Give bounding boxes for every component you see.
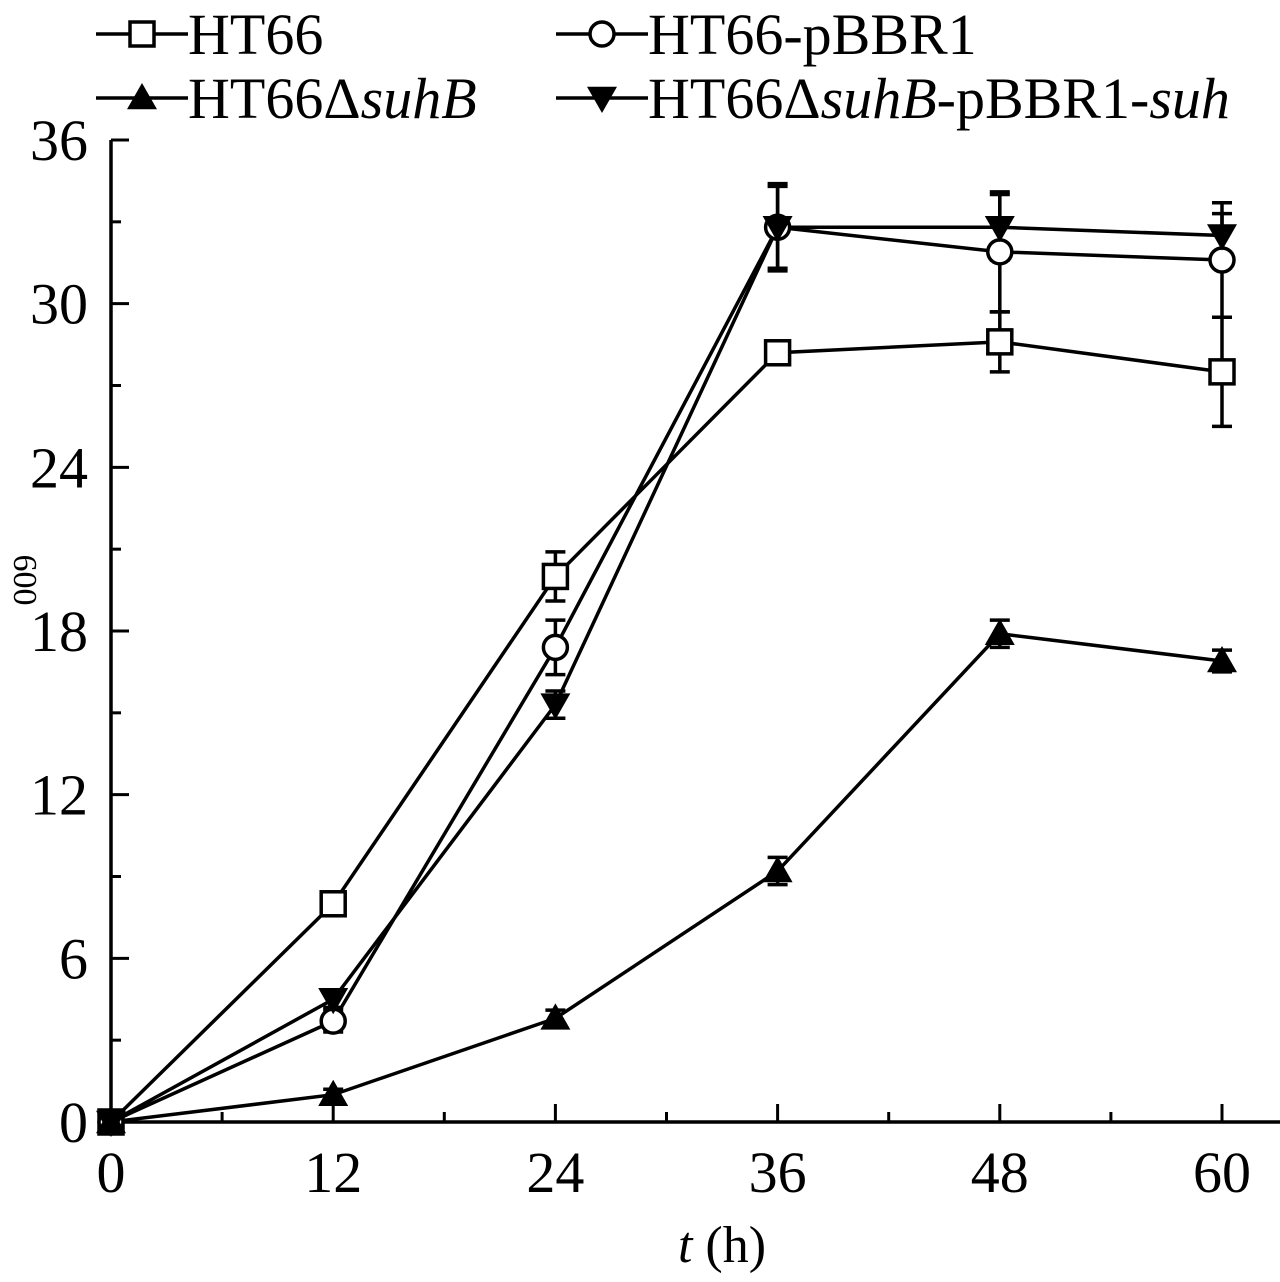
series-line-4 [110,225,1223,1124]
legend-label: HT66ΔsuhB-pBBR1-suh [648,66,1230,131]
series-line-1 [109,340,1223,1124]
data-point [1207,224,1237,251]
legend-label: HT66ΔsuhB [188,66,477,131]
x-axis-label: t (h) [678,1217,766,1274]
data-point [986,238,1014,266]
y-tick-label: 0 [59,1090,88,1155]
data-point [984,618,1015,645]
series-line-2 [110,225,1223,1124]
data-point [541,562,570,591]
y-tick-label: 12 [30,763,88,828]
x-tick-label: 12 [304,1140,362,1205]
series-line-3 [110,631,1223,1124]
data-point [762,216,793,243]
data-point [319,890,347,918]
data-point [318,1079,349,1106]
markers [96,213,1237,1137]
data-point [318,988,349,1015]
legend-marker [587,86,617,113]
legend-item-2: HT66-pBBR1 [556,2,977,67]
y-tick-label: 6 [59,926,88,991]
data-point [763,339,792,367]
y-tick-label: 36 [30,108,88,173]
data-point [1207,646,1237,673]
y-tick-label: 18 [30,599,88,664]
legend-item-1: HT66 [96,2,323,67]
data-point [984,216,1015,243]
legend-marker [588,20,616,48]
x-tick-label: 24 [526,1140,584,1205]
data-point [96,1110,126,1137]
y-tick-label: 24 [30,435,88,500]
legend: HT66 HT66-pBBR1 HT66ΔsuhB HT66ΔsuhB-pBBR1-s… [96,2,1230,131]
data-point [540,693,571,720]
data-point [762,856,793,883]
data-point [986,328,1014,356]
x-tick-label: 0 [97,1140,126,1205]
legend-label: HT66 [188,2,323,67]
legend-item-4: HT66ΔsuhB-pBBR1-suh [556,66,1230,131]
y-axis-label: 600 [6,555,43,606]
data-point [540,1003,571,1030]
series-lines [109,225,1223,1124]
x-tick-label: 36 [749,1140,807,1205]
data-point [1208,358,1236,386]
x-tick-label: 48 [971,1140,1029,1205]
data-point [541,633,570,662]
y-tick-label: 30 [30,272,88,337]
legend-item-3: HT66ΔsuhB [96,66,477,131]
axes [109,140,1280,1124]
ticks: 0 12 24 36 48 60 0 6 12 18 24 30 36 [30,108,1251,1205]
legend-label: HT66-pBBR1 [648,2,977,67]
error-bars [323,181,1232,1102]
x-tick-label: 60 [1193,1140,1251,1205]
legend-marker [128,20,156,48]
legend-marker [127,83,157,110]
data-point [1208,246,1236,274]
